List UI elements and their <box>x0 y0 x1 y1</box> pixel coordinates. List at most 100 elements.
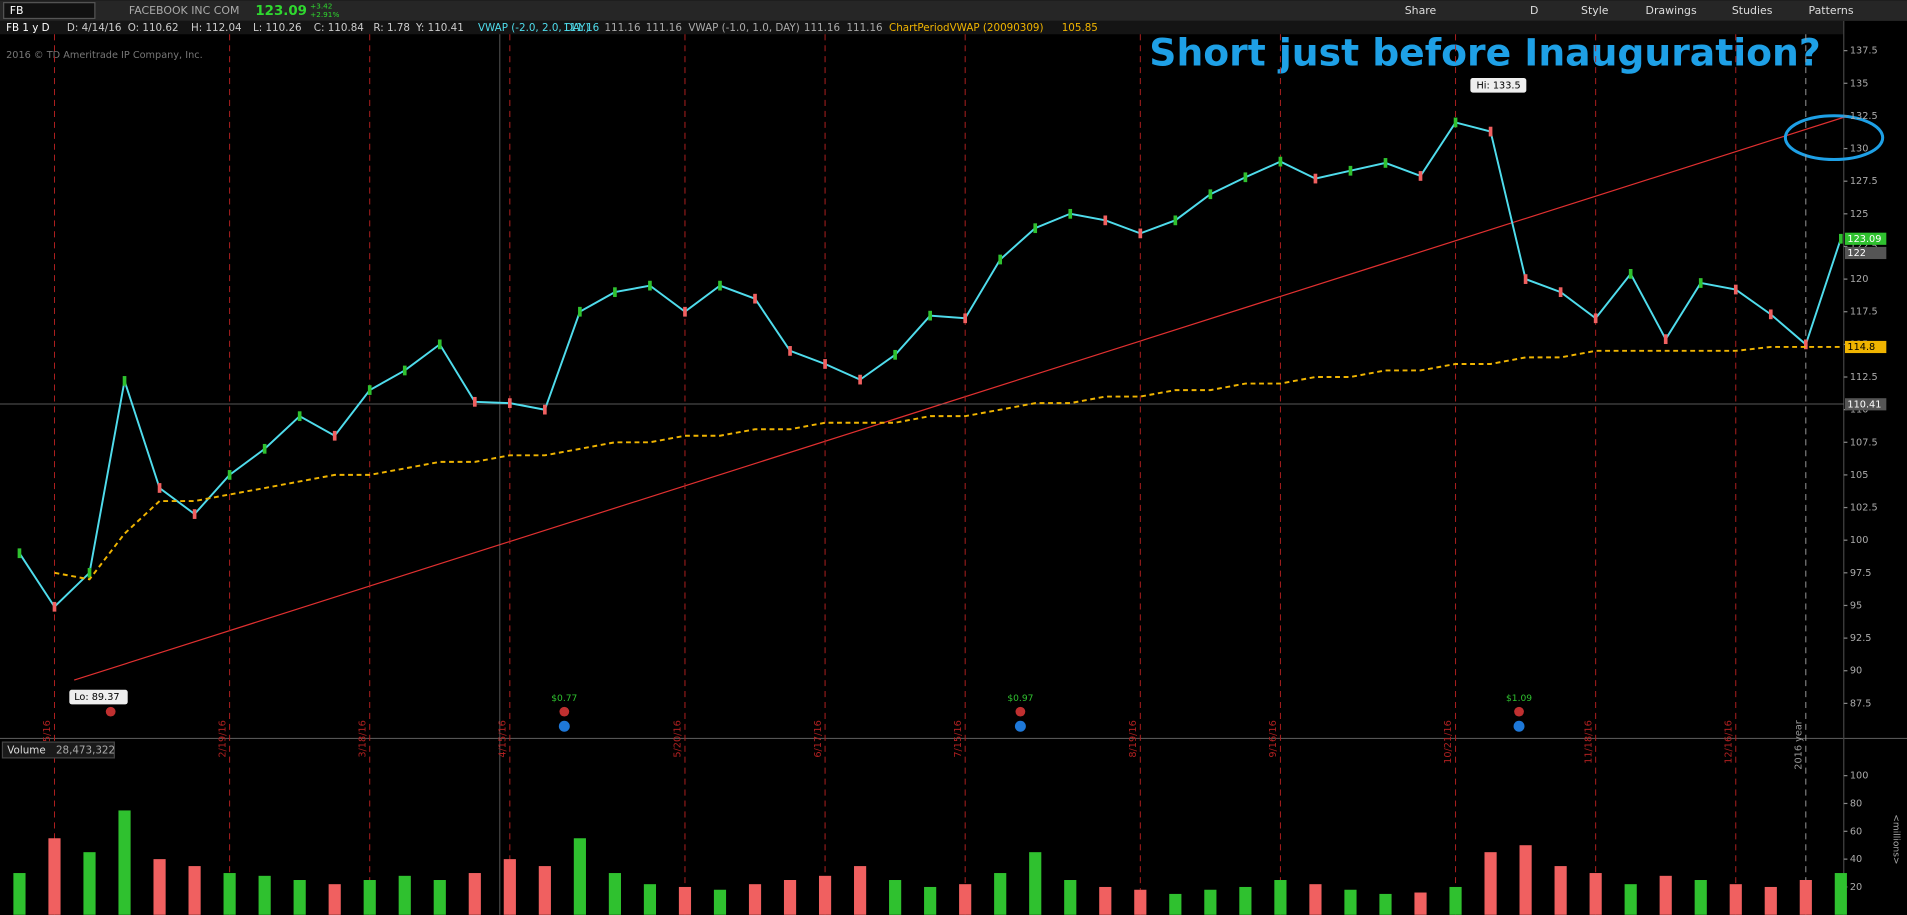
price-candle <box>963 313 967 324</box>
volume-bar <box>1589 873 1602 915</box>
volume-bar <box>1694 880 1707 915</box>
header-item: 111.16 <box>804 22 840 34</box>
annotation: Short just before Inauguration? <box>1149 30 1820 74</box>
event-icon <box>1015 706 1026 717</box>
volume-bar <box>1099 886 1112 915</box>
header-item: VWAP (-2.0, 2.0, DAY) <box>478 22 589 34</box>
dividend: $1.09 <box>1506 694 1532 704</box>
header-item: D: 4/14/16 <box>67 22 122 34</box>
y-tick-label: 127.5 <box>1850 176 1878 187</box>
price-candle <box>893 349 897 360</box>
x-tick-label: 2/19/16 <box>217 720 228 757</box>
price-candle <box>613 287 617 298</box>
price-candle <box>437 339 442 350</box>
vwap-line <box>54 345 1841 581</box>
price-candle <box>227 470 232 480</box>
x-tick-label: 10/21/16 <box>1443 720 1454 764</box>
toolbar-button[interactable]: Patterns <box>1808 4 1853 17</box>
volume-bar <box>1519 845 1532 915</box>
volume-bar <box>748 884 762 915</box>
y-tick-label: 130 <box>1850 144 1869 155</box>
toolbar <box>0 0 1907 21</box>
price-candle <box>1418 171 1423 181</box>
y-tick-label: 137.5 <box>1850 46 1878 57</box>
volume-bar <box>1379 893 1392 915</box>
header-item: 105.85 <box>1062 22 1098 34</box>
volume-bar <box>1799 880 1812 915</box>
price-bubble-bg <box>1844 232 1887 245</box>
price-candle <box>1313 173 1318 184</box>
price-candle <box>718 280 722 291</box>
price-candle <box>788 346 792 356</box>
price-candle <box>1488 126 1493 137</box>
volume-bar <box>503 859 516 915</box>
y-tick-label: 107.5 <box>1850 437 1878 448</box>
price-candle <box>1733 284 1738 295</box>
x-tick-label: 9/16/16 <box>1268 720 1279 757</box>
volume-bar <box>328 884 341 915</box>
volume-title: Volume <box>7 745 45 757</box>
header-item: H: 112.04 <box>191 22 242 34</box>
price-candle <box>1523 274 1528 284</box>
y-tick-label: 125 <box>1850 209 1869 220</box>
volume-bar <box>1204 889 1217 915</box>
header-item: C: 110.84 <box>314 22 364 34</box>
volume-bar <box>783 880 797 915</box>
volume-bar <box>818 875 832 915</box>
toolbar-button[interactable]: Studies <box>1732 4 1773 17</box>
symbol-box[interactable] <box>3 2 96 20</box>
volume-bar <box>1134 889 1147 915</box>
high-bubble-bg <box>1470 78 1527 93</box>
share-button[interactable]: Share <box>1405 4 1437 17</box>
volume-bar <box>1484 852 1497 915</box>
price-candle <box>1138 228 1143 239</box>
price-candle <box>192 509 197 519</box>
volume-bar <box>293 880 306 915</box>
volume-bar <box>1309 884 1322 915</box>
volume-bar <box>468 873 481 915</box>
high-label: Hi: 133.5 <box>1476 80 1520 91</box>
toolbar-button[interactable]: D <box>1530 4 1538 17</box>
header-item: 111.16 <box>604 22 640 34</box>
price-bubble-bg <box>1844 398 1887 411</box>
price-candle <box>998 254 1003 265</box>
y-tick-label: 95 <box>1850 600 1862 611</box>
volume-bar <box>994 873 1007 915</box>
toolbar-button[interactable]: Drawings <box>1646 4 1697 17</box>
price-candle <box>1278 156 1283 167</box>
y-tick-label: 102.5 <box>1850 503 1878 514</box>
volume-bar <box>713 889 727 915</box>
volume-bar <box>889 880 902 915</box>
price-candle <box>648 280 652 291</box>
volume-bar <box>1169 893 1182 915</box>
price-candle <box>1243 172 1248 183</box>
volume-bar <box>1449 886 1462 915</box>
price-candle <box>52 601 57 612</box>
price-bubble: 114.8 <box>1847 342 1875 353</box>
y-tick-label: 117.5 <box>1850 307 1878 318</box>
price-candle <box>1663 334 1668 345</box>
x-tick-label: 3/18/16 <box>357 720 368 757</box>
price-candle <box>823 359 827 369</box>
volume-y-tick-label: 20 <box>1850 882 1862 893</box>
symbol[interactable]: FB <box>10 4 24 17</box>
low-label: Lo: 89.37 <box>74 692 119 703</box>
y-tick-label: 97.5 <box>1850 568 1872 579</box>
x-tick-label: 2016 year <box>1794 720 1805 770</box>
event-icon <box>1514 706 1524 717</box>
last-price: 123.09 <box>255 4 307 19</box>
price-candle <box>122 376 127 386</box>
price-bubble: 123.09 <box>1847 234 1881 245</box>
volume-bar <box>118 810 131 915</box>
toolbar-button[interactable]: Style <box>1581 4 1609 17</box>
price-candle <box>297 411 302 422</box>
volume-bar <box>924 886 937 915</box>
y-tick-label: 105 <box>1850 470 1869 481</box>
y-tick-label: 135 <box>1850 78 1869 89</box>
volume-bar <box>1239 886 1252 915</box>
annotation-circle <box>1783 114 1885 162</box>
header-item: O: 110.62 <box>128 22 179 34</box>
y-tick-label: 87.5 <box>1850 698 1872 709</box>
